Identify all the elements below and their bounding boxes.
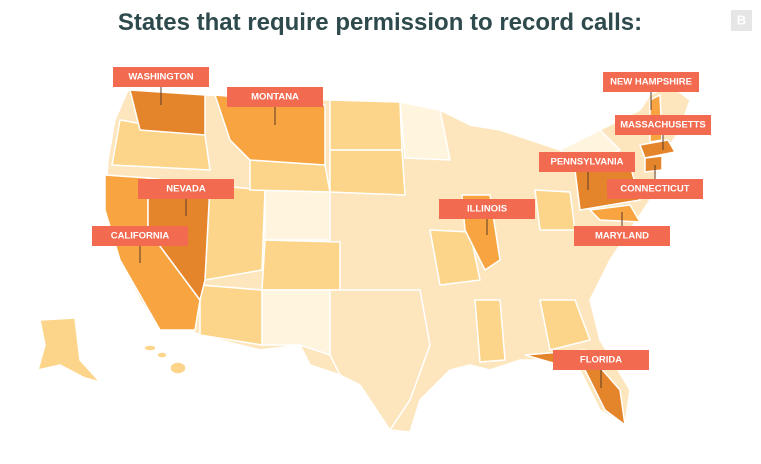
label-box (227, 87, 323, 107)
label-box (138, 179, 234, 199)
state (261, 239, 341, 291)
label-box (439, 199, 535, 219)
label: FLORIDA (580, 355, 622, 366)
hawaii (169, 361, 187, 375)
label: MARYLAND (595, 231, 649, 242)
label-box (615, 115, 711, 135)
label: PENNSYLVANIA (550, 157, 623, 168)
badge-box (731, 10, 752, 31)
state-massachusetts (638, 139, 677, 159)
state-connecticut (644, 155, 663, 173)
labels: WASHINGTON MONTANA NEVADA CALIFORNIA ILL… (92, 67, 711, 388)
label-box (539, 152, 635, 172)
label-box (92, 226, 188, 246)
state (199, 284, 263, 346)
label: MASSACHUSETTS (620, 120, 706, 131)
label-box (553, 350, 649, 370)
title: States that require permission to record… (118, 9, 642, 36)
label: ILLINOIS (467, 204, 507, 215)
hawaii (156, 351, 168, 359)
state (474, 299, 506, 363)
label: MONTANA (251, 92, 299, 103)
hawaii (143, 344, 157, 352)
label: NEVADA (166, 184, 206, 195)
label: CONNECTICUT (620, 184, 689, 195)
label: NEW HAMPSHIRE (610, 77, 692, 88)
state (264, 189, 331, 241)
state (329, 289, 431, 432)
state (429, 229, 481, 286)
state (399, 101, 451, 161)
label: WASHINGTON (128, 72, 193, 83)
badge: B (737, 12, 746, 27)
state (329, 149, 406, 196)
state (261, 289, 331, 357)
alaska (36, 317, 103, 384)
label: CALIFORNIA (111, 231, 170, 242)
label-box (574, 226, 670, 246)
state-washington (129, 89, 206, 136)
state-maryland (588, 204, 642, 223)
label-box (113, 67, 209, 87)
state (539, 299, 591, 351)
us-map (36, 84, 691, 433)
state (329, 99, 403, 151)
state (534, 189, 576, 231)
label-box (607, 179, 703, 199)
state (204, 184, 266, 281)
label-box (603, 72, 699, 92)
